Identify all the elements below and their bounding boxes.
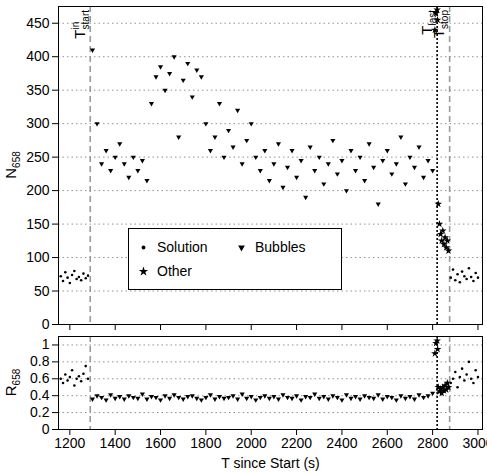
svg-text:1400: 1400 [100, 435, 131, 451]
svg-text:0.8: 0.8 [30, 353, 50, 369]
svg-text:100: 100 [26, 249, 50, 265]
svg-text:2600: 2600 [372, 435, 403, 451]
svg-text:0.4: 0.4 [30, 387, 50, 403]
svg-text:200: 200 [26, 182, 50, 198]
svg-text:1200: 1200 [54, 435, 85, 451]
svg-text:T since Start (s): T since Start (s) [221, 455, 320, 471]
svg-text:450: 450 [26, 15, 50, 31]
svg-text:Tstartin: Tstartin [70, 10, 91, 39]
svg-text:0: 0 [42, 421, 50, 437]
svg-text:3000: 3000 [462, 435, 487, 451]
svg-text:0.2: 0.2 [30, 404, 50, 420]
svg-text:300: 300 [26, 115, 50, 131]
svg-text:R658: R658 [2, 368, 22, 396]
svg-text:2000: 2000 [236, 435, 267, 451]
svg-text:2800: 2800 [417, 435, 448, 451]
svg-text:Tstop: Tstop [430, 10, 450, 39]
svg-text:50: 50 [34, 283, 50, 299]
svg-text:350: 350 [26, 82, 50, 98]
svg-text:150: 150 [26, 216, 50, 232]
svg-text:0: 0 [42, 316, 50, 330]
svg-text:400: 400 [26, 48, 50, 64]
svg-text:N658: N658 [2, 151, 22, 179]
svg-text:1600: 1600 [145, 435, 176, 451]
svg-text:1: 1 [42, 336, 50, 352]
svg-text:2200: 2200 [281, 435, 312, 451]
svg-text:2400: 2400 [326, 435, 357, 451]
svg-text:250: 250 [26, 149, 50, 165]
svg-text:1800: 1800 [190, 435, 221, 451]
svg-text:0.6: 0.6 [30, 370, 50, 386]
